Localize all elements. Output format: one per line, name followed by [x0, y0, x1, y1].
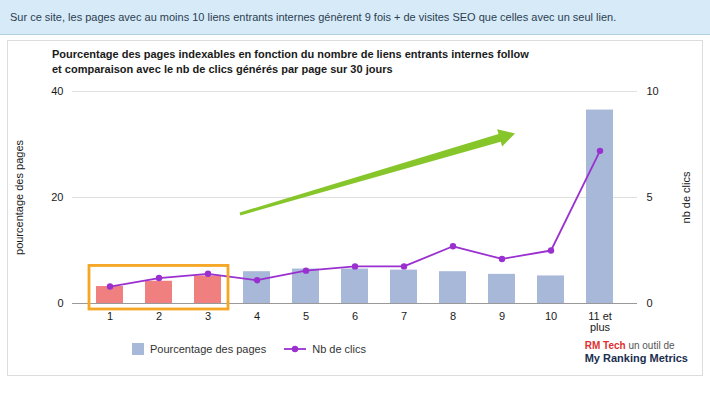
svg-text:10: 10	[545, 310, 557, 322]
html-text:RM Tech un outil de: RM Tech un outil de	[584, 340, 675, 351]
svg-text:pourcentage des pages: pourcentage des pages	[13, 140, 25, 255]
html-text:et comparaison avec le nb de c: et comparaison avec le nb de clics génér…	[52, 63, 393, 75]
svg-text:11 etplus: 11 etplus	[588, 310, 612, 333]
svg-text:8: 8	[450, 310, 456, 322]
svg-text:40: 40	[51, 85, 63, 97]
html-text:Nb de clics: Nb de clics	[312, 343, 366, 355]
svg-text:4: 4	[254, 310, 260, 322]
svg-text:9: 9	[499, 310, 505, 322]
svg-text:7: 7	[401, 310, 407, 322]
html-text:Pourcentage des pages indexabl: Pourcentage des pages indexables en fonc…	[52, 48, 529, 60]
svg-text:0: 0	[647, 297, 653, 309]
svg-text:1: 1	[107, 310, 113, 322]
html-text:Pourcentage des pages: Pourcentage des pages	[150, 343, 267, 355]
svg-text:3: 3	[205, 310, 211, 322]
svg-text:nb de clics: nb de clics	[680, 171, 692, 223]
svg-text:6: 6	[352, 310, 358, 322]
svg-text:20: 20	[51, 191, 63, 203]
svg-text:5: 5	[647, 191, 653, 203]
html-text:Sur ce site, les pages avec au: Sur ce site, les pages avec au moins 10 …	[10, 11, 617, 23]
svg-text:5: 5	[303, 310, 309, 322]
html-text:My Ranking Metrics: My Ranking Metrics	[584, 352, 688, 364]
svg-text:2: 2	[156, 310, 162, 322]
svg-text:0: 0	[57, 297, 63, 309]
svg-text:10: 10	[647, 85, 659, 97]
